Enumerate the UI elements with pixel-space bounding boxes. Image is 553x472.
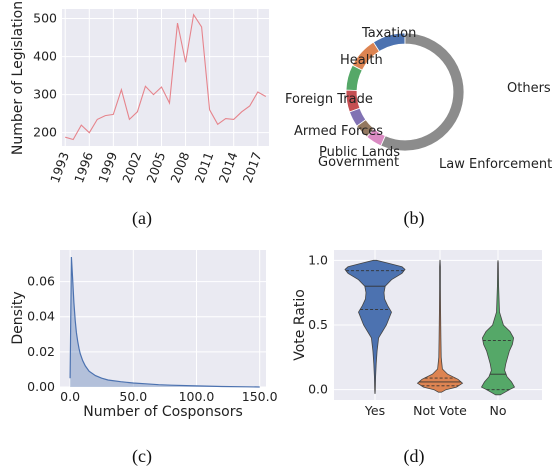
xtick-label: 2011: [191, 150, 216, 185]
ylabel-d: Vote Ratio: [292, 289, 308, 361]
slice-label: Health: [340, 53, 383, 68]
ytick-label: 300: [33, 87, 57, 102]
xtick-label: Yes: [364, 403, 385, 418]
caption-d: (d): [404, 446, 425, 467]
xtick-label: 2002: [119, 150, 144, 185]
ytick-label: 500: [33, 11, 57, 26]
slice-foreign-trade: [345, 64, 363, 91]
ytick-label: 1.0: [308, 252, 328, 267]
xtick-label: 50.0: [119, 389, 147, 404]
ytick-label: 0.0: [308, 382, 328, 397]
ytick-label: 0.00: [27, 379, 55, 394]
xtick-label: Not Vote: [413, 403, 467, 418]
xtick-label: 150.0: [242, 389, 278, 404]
plot-area-a: [62, 9, 269, 146]
slice-label: Law Enforcement: [439, 157, 552, 172]
ytick-label: 200: [33, 125, 57, 140]
violin-no: [480, 260, 516, 396]
xtick-label: 2014: [216, 150, 241, 185]
violin-yes: [344, 259, 406, 394]
panel-c-density-chart: 0.00 0.02 0.04 0.06 0.0 50.0 100.0 150.0 Densi…: [10, 250, 278, 467]
xtick-label: 2017: [240, 150, 265, 185]
xtick-label: 2005: [143, 150, 168, 185]
xtick-label: 1993: [47, 150, 72, 185]
ytick-label: 0.04: [27, 309, 55, 324]
ytick-label: 0.06: [27, 274, 55, 289]
ylabel-a: Number of Legislation: [10, 1, 26, 155]
xtick-label: 100.0: [179, 389, 215, 404]
caption-a: (a): [132, 208, 152, 229]
xtick-label: 1996: [71, 150, 96, 185]
xtick-label: 1999: [95, 150, 120, 185]
caption-c: (c): [132, 446, 152, 467]
caption-b: (b): [404, 208, 425, 229]
slice-label: Taxation: [361, 26, 416, 41]
ytick-label: 0.02: [27, 344, 55, 359]
slice-label: Armed Forces: [294, 124, 383, 139]
xlabel-c: Number of Cosponsors: [83, 404, 243, 420]
slice-label: Public Lands: [319, 145, 400, 160]
xtick-label: No: [490, 403, 507, 418]
legislation-line: [65, 13, 267, 141]
panel-d-violin-chart: 0.0 0.5 1.0 Yes Not Vote No Vote Ratio (d): [292, 250, 542, 467]
xtick-label: 0.0: [60, 389, 80, 404]
density-area: [70, 257, 260, 387]
xtick-label: 2008: [167, 150, 192, 185]
panel-b-donut-chart: Taxation Health Foreign Trade Armed Forces P…: [285, 26, 552, 229]
ytick-label: 400: [33, 49, 57, 64]
slice-label: Foreign Trade: [285, 92, 373, 107]
ylabel-c: Density: [10, 291, 26, 344]
slice-others: [380, 32, 465, 152]
density-line: [69, 256, 260, 388]
slice-label: Others: [507, 81, 551, 96]
plot-area-c: [60, 250, 266, 387]
ytick-label: 0.5: [308, 317, 328, 332]
slice-label: Government: [318, 155, 399, 170]
